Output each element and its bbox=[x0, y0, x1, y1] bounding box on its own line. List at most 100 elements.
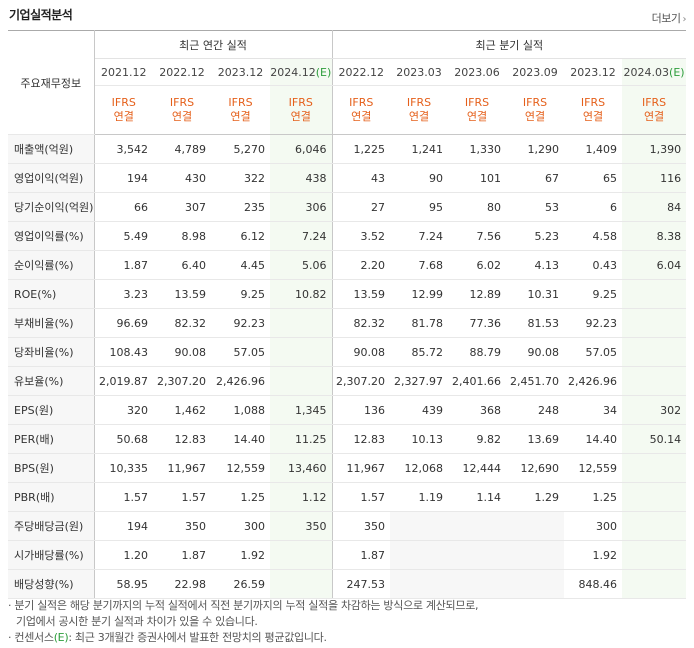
basis-ifrs: IFRS bbox=[228, 96, 253, 109]
section-header: 기업실적분석 더보기 › bbox=[0, 0, 694, 30]
period-header: 2023.12 bbox=[564, 58, 623, 86]
table-cell: 1.87 bbox=[331, 540, 391, 570]
table-cell: 90.08 bbox=[506, 337, 565, 367]
table-cell: 2,019.87 bbox=[94, 366, 153, 396]
table-row: 시가배당률(%) 1.20 1.87 1.92 1.87 1.92 bbox=[8, 540, 687, 570]
row-label: 매출액(억원) bbox=[8, 134, 95, 164]
table-cell bbox=[390, 511, 449, 541]
table-cell: 12,068 bbox=[390, 453, 449, 483]
table-cell bbox=[622, 366, 687, 396]
basis-ifrs: IFRS bbox=[288, 96, 313, 109]
basis-header: IFRS 연결 bbox=[94, 85, 153, 135]
basis-header: IFRS 연결 bbox=[211, 85, 270, 135]
table-cell: 92.23 bbox=[211, 308, 270, 338]
table-cell: 194 bbox=[94, 163, 153, 193]
table-cell: 67 bbox=[506, 163, 565, 193]
period-header: 2023.12 bbox=[211, 58, 270, 86]
table-cell: 350 bbox=[331, 511, 391, 541]
table-cell: 1.87 bbox=[153, 540, 211, 570]
table-cell: 80 bbox=[448, 192, 507, 222]
row-label: PER(배) bbox=[8, 424, 95, 454]
financial-summary-table: 주요재무정보 최근 연간 실적 최근 분기 실적 2021.12 2022.12 2… bbox=[8, 30, 687, 599]
table-body: 매출액(억원) 3,542 4,789 5,270 6,046 1,225 1,241 1,3… bbox=[8, 134, 687, 599]
table-cell: 82.32 bbox=[153, 308, 211, 338]
basis-consolidated: 연결 bbox=[582, 110, 604, 123]
table-cell: 14.40 bbox=[564, 424, 623, 454]
basis-ifrs: IFRS bbox=[169, 96, 195, 109]
basis-header: IFRS 연결 bbox=[448, 85, 507, 135]
table-cell: 7.68 bbox=[390, 250, 449, 280]
table-cell bbox=[270, 366, 333, 396]
table-cell: 92.23 bbox=[564, 308, 623, 338]
table-cell: 10.31 bbox=[506, 279, 565, 309]
table-cell: 116 bbox=[622, 163, 687, 193]
period-header: 2024.12(E) bbox=[270, 58, 333, 86]
period-label: 2023.09 bbox=[512, 65, 558, 79]
footnote-2-label: · 컨센서스 bbox=[8, 631, 54, 644]
table-row: PBR(배) 1.57 1.57 1.25 1.12 1.57 1.19 1.14 1.29 1.… bbox=[8, 482, 687, 512]
table-cell: 88.79 bbox=[448, 337, 507, 367]
table-row: 순이익률(%) 1.87 6.40 4.45 5.06 2.20 7.68 6.02 4.13 0… bbox=[8, 250, 687, 280]
table-cell: 4.13 bbox=[506, 250, 565, 280]
table-cell bbox=[390, 569, 449, 599]
table-cell: 235 bbox=[211, 192, 270, 222]
row-label: BPS(원) bbox=[8, 453, 95, 483]
table-cell: 50.68 bbox=[94, 424, 153, 454]
table-cell: 90.08 bbox=[153, 337, 211, 367]
table-cell: 12.99 bbox=[390, 279, 449, 309]
table-cell: 1.19 bbox=[390, 482, 449, 512]
table-cell bbox=[622, 308, 687, 338]
period-header: 2023.06 bbox=[448, 58, 507, 86]
period-header: 2021.12 bbox=[94, 58, 153, 86]
basis-ifrs: IFRS bbox=[522, 96, 548, 109]
table-cell: 12,444 bbox=[448, 453, 507, 483]
table-cell bbox=[448, 569, 507, 599]
row-label: 영업이익률(%) bbox=[8, 221, 95, 251]
table-cell: 108.43 bbox=[94, 337, 153, 367]
table-cell bbox=[622, 482, 687, 512]
period-header: 2024.03(E) bbox=[622, 58, 687, 86]
row-label: 부채비율(%) bbox=[8, 308, 95, 338]
table-cell: 1.14 bbox=[448, 482, 507, 512]
table-cell: 6 bbox=[564, 192, 623, 222]
table-cell: 96.69 bbox=[94, 308, 153, 338]
more-link[interactable]: 더보기 › bbox=[652, 10, 687, 26]
footnote-1-cont: 기업에서 공시한 분기 실적과 차이가 있을 수 있습니다. bbox=[16, 615, 258, 628]
table-cell: 1.12 bbox=[270, 482, 333, 512]
table-cell bbox=[270, 337, 333, 367]
table-cell: 3,542 bbox=[94, 134, 153, 164]
table-cell bbox=[448, 540, 507, 570]
table-cell: 77.36 bbox=[448, 308, 507, 338]
table-cell bbox=[622, 540, 687, 570]
row-label: 배당성향(%) bbox=[8, 569, 95, 599]
footnote-2-est-mark: (E) bbox=[53, 631, 69, 644]
table-cell: 438 bbox=[270, 163, 333, 193]
table-cell: 13.59 bbox=[153, 279, 211, 309]
basis-consolidated: 연결 bbox=[466, 110, 488, 123]
section-title: 기업실적분석 bbox=[9, 8, 73, 22]
basis-consolidated: 연결 bbox=[643, 110, 665, 123]
table-row: 부채비율(%) 96.69 82.32 92.23 82.32 81.78 77.36 81.… bbox=[8, 308, 687, 338]
table-cell bbox=[506, 540, 565, 570]
table-cell: 9.82 bbox=[448, 424, 507, 454]
table-cell: 81.53 bbox=[506, 308, 565, 338]
table-cell: 307 bbox=[153, 192, 211, 222]
table-cell: 7.56 bbox=[448, 221, 507, 251]
table-cell: 12,559 bbox=[564, 453, 623, 483]
row-label: EPS(원) bbox=[8, 395, 95, 425]
table-cell: 1,390 bbox=[622, 134, 687, 164]
table-cell: 2,307.20 bbox=[153, 366, 211, 396]
table-cell: 1.92 bbox=[564, 540, 623, 570]
table-cell: 5.23 bbox=[506, 221, 565, 251]
basis-consolidated: 연결 bbox=[230, 110, 251, 123]
table-row: 배당성향(%) 58.95 22.98 26.59 247.53 848.46 bbox=[8, 569, 687, 599]
table-cell: 6.12 bbox=[211, 221, 270, 251]
table-cell: 2,307.20 bbox=[331, 366, 391, 396]
table-cell: 50.14 bbox=[622, 424, 687, 454]
footnote-1: · 분기 실적은 해당 분기까지의 누적 실적에서 직전 분기까지의 누적 실적… bbox=[8, 599, 479, 612]
table-cell: 7.24 bbox=[390, 221, 449, 251]
table-cell: 1,345 bbox=[270, 395, 333, 425]
table-cell: 6.02 bbox=[448, 250, 507, 280]
table-cell: 1.29 bbox=[506, 482, 565, 512]
table-cell: 0.43 bbox=[564, 250, 623, 280]
